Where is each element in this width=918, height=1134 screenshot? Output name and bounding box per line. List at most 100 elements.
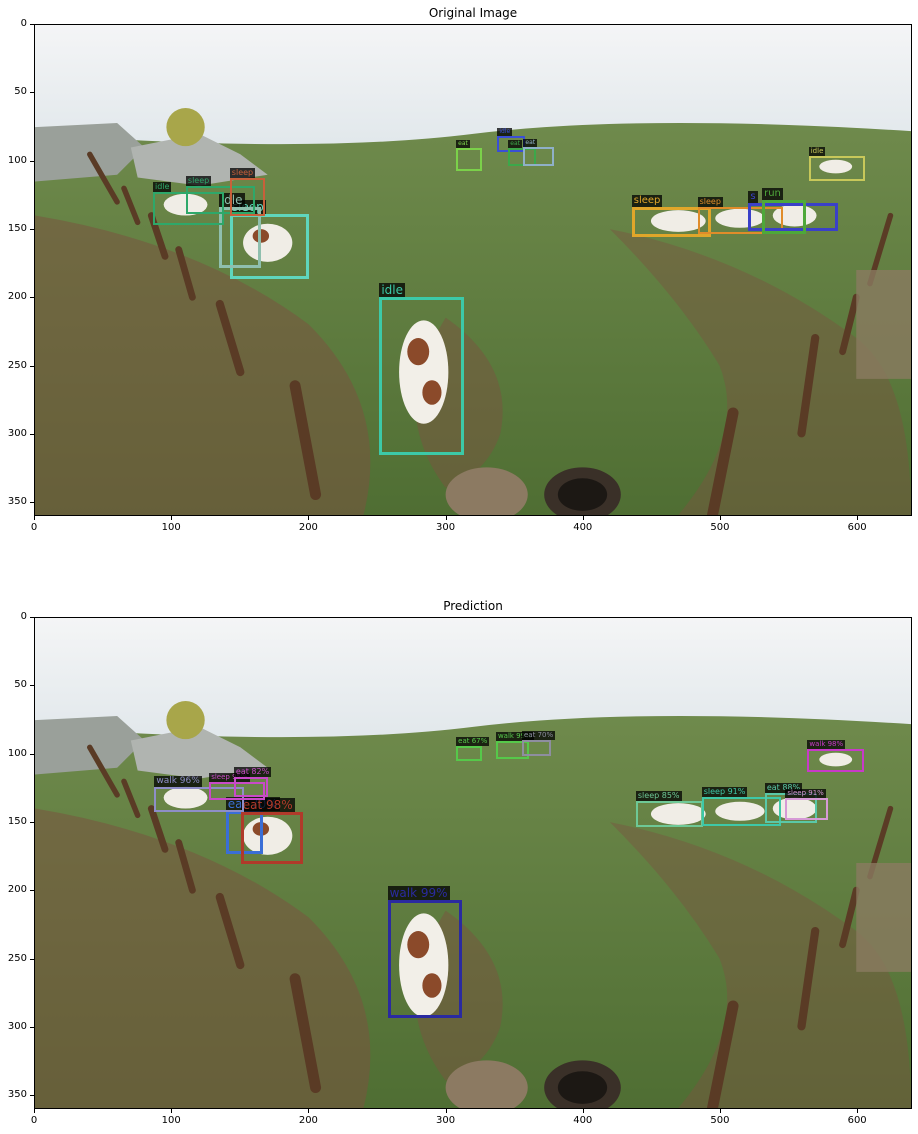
- detection-box: [152, 191, 225, 225]
- x-tick-mark: [582, 1109, 584, 1113]
- x-tick-label: 600: [847, 522, 867, 533]
- detection-box: [808, 156, 865, 181]
- detection-box: [229, 213, 310, 280]
- x-tick-mark: [308, 1109, 310, 1113]
- detection-box: [240, 812, 303, 864]
- detection-box: [218, 206, 262, 269]
- x-axis-ticks: 0 100 200 300 400 500 600: [31, 1109, 912, 1129]
- x-tick-mark: [171, 516, 173, 520]
- original-image-panel: Original Image: [0, 6, 912, 533]
- detection-box: [635, 801, 704, 828]
- detection-label: idle: [152, 181, 172, 192]
- detection-box: [495, 741, 529, 759]
- detection-box: [762, 199, 806, 235]
- x-tick-label: 600: [847, 1115, 867, 1126]
- y-tick-label: 150: [7, 223, 27, 234]
- detection-label: sleep: [229, 168, 256, 179]
- y-tick-label: 200: [7, 884, 27, 896]
- detection-box: [522, 739, 551, 757]
- x-tick-label: 400: [573, 1115, 593, 1126]
- detection-box: [185, 186, 255, 214]
- x-tick-label: 500: [710, 1115, 730, 1126]
- y-tick-label: 100: [7, 154, 27, 166]
- x-tick-mark: [445, 1109, 447, 1113]
- detection-label: eat: [523, 138, 538, 147]
- detection-label: eat 70%: [522, 730, 556, 740]
- detection-box: [387, 899, 462, 1019]
- y-tick-mark: [30, 229, 34, 230]
- detection-label: eat: [456, 140, 470, 148]
- x-tick-mark: [34, 516, 35, 520]
- y-tick-label: 150: [7, 816, 27, 827]
- y-tick-label: 0: [20, 611, 27, 622]
- detection-label: sleep 91%: [701, 787, 748, 798]
- y-tick-label: 300: [7, 428, 27, 439]
- detection-box: [748, 202, 838, 232]
- y-tick-mark: [30, 297, 34, 299]
- detection-label: eat 67%: [456, 737, 490, 747]
- y-axis-ticks: 0 50 100 150 200 250 300 350: [0, 18, 34, 516]
- x-tick-label: 200: [298, 522, 318, 533]
- x-tick-mark: [719, 516, 721, 520]
- detection-overlay: walk 99%eat 70%eat 98%walk 96%sleep 95%e…: [35, 618, 911, 1108]
- detection-label: sleep 91%: [785, 789, 826, 799]
- detection-box: [523, 146, 554, 166]
- y-tick-mark: [30, 822, 34, 823]
- y-tick-mark: [30, 753, 34, 755]
- y-tick-label: 350: [7, 496, 27, 508]
- detection-box: [785, 798, 828, 821]
- y-tick-mark: [30, 685, 34, 687]
- y-tick-mark: [30, 434, 34, 435]
- y-tick-mark: [30, 365, 34, 367]
- panel-title: Prediction: [443, 599, 503, 613]
- detection-label: walk 96%: [154, 776, 202, 788]
- detection-label: sleep: [185, 176, 212, 187]
- x-tick-label: 400: [573, 522, 593, 533]
- detection-overlay: idle sleep idle idle sleep sleep eat idle eat eat…: [35, 25, 911, 515]
- panel-title: Original Image: [428, 6, 518, 20]
- y-tick-label: 200: [7, 291, 27, 303]
- detection-label: sleep 95%: [209, 773, 250, 782]
- y-tick-label: 0: [20, 18, 27, 29]
- detection-label: eat: [508, 140, 523, 148]
- y-axis-ticks: 0 50 100 150 200 250 300 350: [0, 611, 34, 1109]
- x-tick-mark: [171, 1109, 173, 1113]
- x-tick-mark: [34, 1109, 35, 1113]
- detection-box: [631, 206, 712, 237]
- x-tick-label: 0: [30, 1115, 38, 1126]
- detection-box: [697, 206, 783, 235]
- x-tick-mark: [582, 516, 584, 520]
- x-tick-label: 0: [30, 522, 38, 533]
- y-tick-mark: [30, 958, 34, 960]
- image-frame: walk 99%eat 70%eat 98%walk 96%sleep 95%e…: [34, 617, 912, 1109]
- x-tick-label: 100: [161, 522, 181, 533]
- detection-label: eat 88%: [764, 782, 803, 793]
- x-tick-label: 100: [161, 1115, 181, 1126]
- y-tick-label: 50: [14, 679, 27, 691]
- detection-label: sleep: [697, 196, 723, 207]
- detection-label: walk 99%: [495, 732, 534, 741]
- detection-box: [701, 797, 782, 826]
- detection-box: [209, 782, 266, 800]
- x-tick-mark: [857, 1109, 859, 1113]
- detection-label: walk 98%: [807, 740, 846, 750]
- detection-label: sleep: [631, 194, 663, 207]
- y-tick-mark: [30, 92, 34, 94]
- detection-label: walk 99%: [387, 885, 450, 900]
- y-tick-mark: [30, 890, 34, 892]
- detection-label: s: [748, 190, 758, 203]
- detection-label: sleep 85%: [635, 791, 682, 802]
- y-tick-label: 350: [7, 1089, 27, 1101]
- y-tick-label: 50: [14, 86, 27, 98]
- x-tick-label: 300: [436, 522, 456, 533]
- x-tick-label: 500: [710, 522, 730, 533]
- y-tick-label: 300: [7, 1021, 27, 1032]
- x-tick-mark: [857, 516, 859, 520]
- x-tick-mark: [719, 1109, 721, 1113]
- x-tick-label: 200: [298, 1115, 318, 1126]
- detection-label: idle: [497, 127, 513, 136]
- detection-box: [379, 296, 465, 456]
- y-tick-mark: [30, 617, 34, 618]
- y-tick-label: 250: [7, 952, 27, 964]
- detection-label: idle: [379, 282, 405, 297]
